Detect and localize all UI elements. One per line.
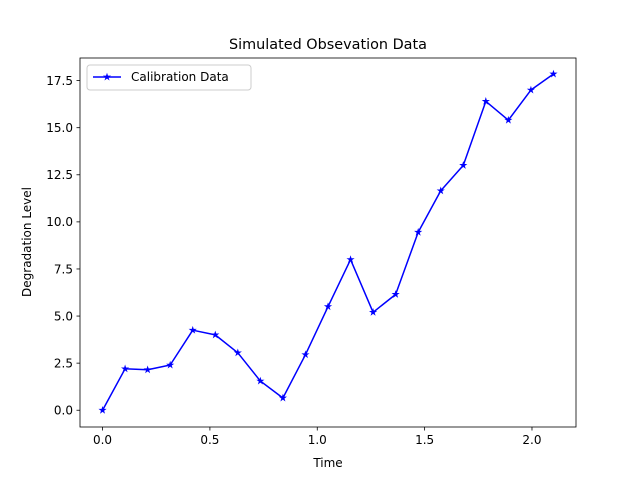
data-point xyxy=(121,364,130,373)
y-tick-label: 15.0 xyxy=(46,121,73,135)
data-point xyxy=(278,393,287,402)
y-tick-label: 5.0 xyxy=(54,309,73,323)
legend-star-marker xyxy=(102,72,112,81)
data-point xyxy=(233,348,242,357)
chart-title: Simulated Obsevation Data xyxy=(229,37,427,53)
plot-frame xyxy=(79,57,577,428)
data-point xyxy=(369,307,378,316)
legend: Calibration Data xyxy=(86,64,252,91)
data-point xyxy=(481,97,490,105)
data-point xyxy=(188,325,197,334)
data-point xyxy=(346,255,355,264)
data-point xyxy=(414,227,423,236)
x-axis-ticks: 0.0 0.5 1.0 1.5 2.0 xyxy=(93,427,542,447)
x-tick-label: 2.0 xyxy=(522,433,541,447)
data-point xyxy=(391,290,400,298)
data-point xyxy=(166,360,175,369)
y-tick-label: 7.5 xyxy=(54,262,73,276)
legend-box xyxy=(86,64,252,91)
data-point xyxy=(436,186,445,195)
data-point xyxy=(504,115,513,124)
data-point xyxy=(256,376,265,385)
data-point xyxy=(323,302,333,311)
data-point xyxy=(526,85,535,94)
y-tick-label: 0.0 xyxy=(54,404,73,418)
y-axis-ticks: 0.0 2.5 5.0 7.5 10.0 12.5 15.0 17.5 xyxy=(46,74,80,418)
legend-entry-calibration-data: Calibration Data xyxy=(131,70,229,84)
x-tick-label: 0.0 xyxy=(93,433,112,447)
y-tick-label: 2.5 xyxy=(54,356,73,370)
data-point xyxy=(143,365,152,374)
series-layer xyxy=(98,69,558,414)
y-tick-label: 17.5 xyxy=(46,74,73,88)
x-tick-label: 1.5 xyxy=(415,433,434,447)
data-point xyxy=(459,161,468,169)
data-point xyxy=(549,69,558,78)
x-axis-label: Time xyxy=(312,456,342,470)
y-axis-label: Degradation Level xyxy=(20,187,34,297)
data-point xyxy=(98,405,107,414)
data-point xyxy=(301,350,310,359)
x-tick-label: 0.5 xyxy=(200,433,219,447)
data-point xyxy=(211,330,220,339)
x-tick-label: 1.0 xyxy=(308,433,327,447)
y-tick-label: 10.0 xyxy=(46,215,73,229)
y-tick-label: 12.5 xyxy=(46,168,73,182)
